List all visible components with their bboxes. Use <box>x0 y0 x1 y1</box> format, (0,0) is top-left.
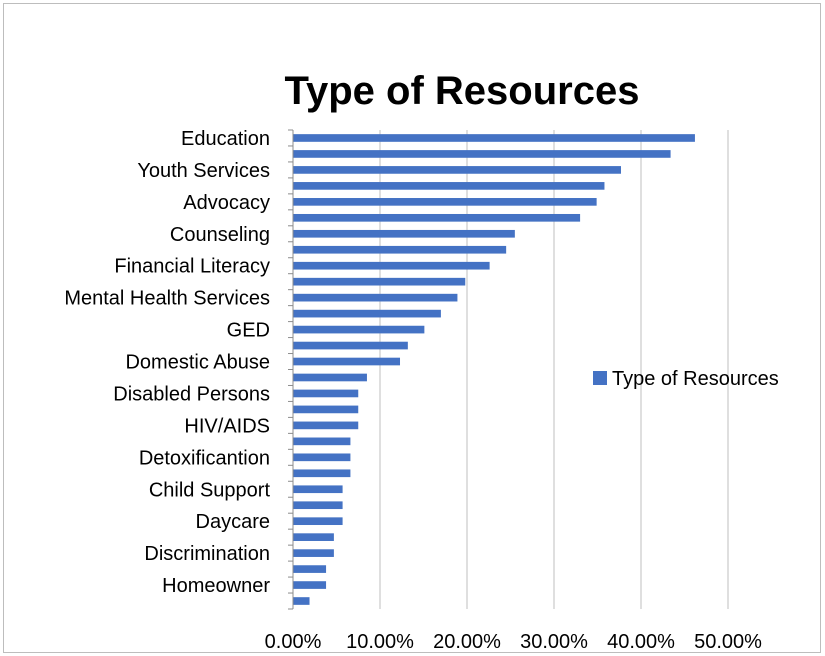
chart-frame: Type of Resources Education Youth Service… <box>3 3 821 653</box>
legend-label: Type of Resources <box>612 368 779 390</box>
bar <box>293 437 351 446</box>
legend: Type of Resources <box>593 368 779 390</box>
category-label: Financial Literacy <box>114 256 270 278</box>
category-label: Education <box>181 128 270 150</box>
bar <box>293 182 605 190</box>
bar <box>293 485 343 494</box>
bar <box>293 309 441 318</box>
x-tick-label: 0.00% <box>265 631 322 653</box>
category-label: Child Support <box>149 479 271 501</box>
x-tick-label: 30.00% <box>520 631 588 653</box>
category-labels: Education Youth Services Advocacy Counselin… <box>64 128 270 597</box>
bar <box>293 453 351 462</box>
bar <box>293 166 621 174</box>
x-tick-label: 50.00% <box>694 631 762 653</box>
bar <box>293 150 671 158</box>
bar <box>293 357 401 366</box>
category-label: Daycare <box>196 511 270 533</box>
x-tick-label: 10.00% <box>346 631 414 653</box>
bar <box>293 405 359 414</box>
legend-swatch <box>593 371 607 385</box>
chart-svg: Type of Resources Education Youth Service… <box>64 69 779 653</box>
category-label: HIV/AIDS <box>184 415 270 437</box>
bar <box>293 245 507 254</box>
x-tick-labels: 0.00% 10.00% 20.00% 30.00% 40.00% 50.00% <box>265 631 762 653</box>
bar <box>293 261 490 270</box>
bar <box>293 501 343 510</box>
category-label: Disabled Persons <box>113 383 270 405</box>
bar <box>293 469 351 478</box>
gridlines <box>379 130 729 609</box>
category-label: Advocacy <box>183 192 270 214</box>
category-label: GED <box>227 320 270 342</box>
x-tick-label: 20.00% <box>433 631 501 653</box>
bar <box>293 389 359 398</box>
category-label: Mental Health Services <box>64 288 270 310</box>
bar <box>293 549 334 557</box>
chart-title: Type of Resources <box>285 69 640 113</box>
bar <box>293 229 515 238</box>
bar <box>293 198 597 206</box>
category-label: Youth Services <box>137 160 270 182</box>
bar <box>293 277 466 286</box>
bar <box>293 581 327 589</box>
bar <box>293 597 310 605</box>
axes <box>288 129 294 610</box>
bar <box>293 533 334 541</box>
x-tick-label: 40.00% <box>607 631 675 653</box>
bar <box>293 341 408 350</box>
bar <box>293 213 581 222</box>
category-label: Detoxificantion <box>139 447 270 469</box>
category-label: Domestic Abuse <box>125 352 270 374</box>
bar <box>293 325 425 334</box>
bar <box>293 293 458 302</box>
bars <box>293 134 695 605</box>
bar <box>293 134 695 142</box>
category-label: Counseling <box>170 224 270 246</box>
category-label: Discrimination <box>144 543 270 565</box>
bar <box>293 421 359 430</box>
category-label: Homeowner <box>162 575 270 597</box>
bar <box>293 565 327 573</box>
bar <box>293 517 343 526</box>
bar <box>293 373 367 382</box>
